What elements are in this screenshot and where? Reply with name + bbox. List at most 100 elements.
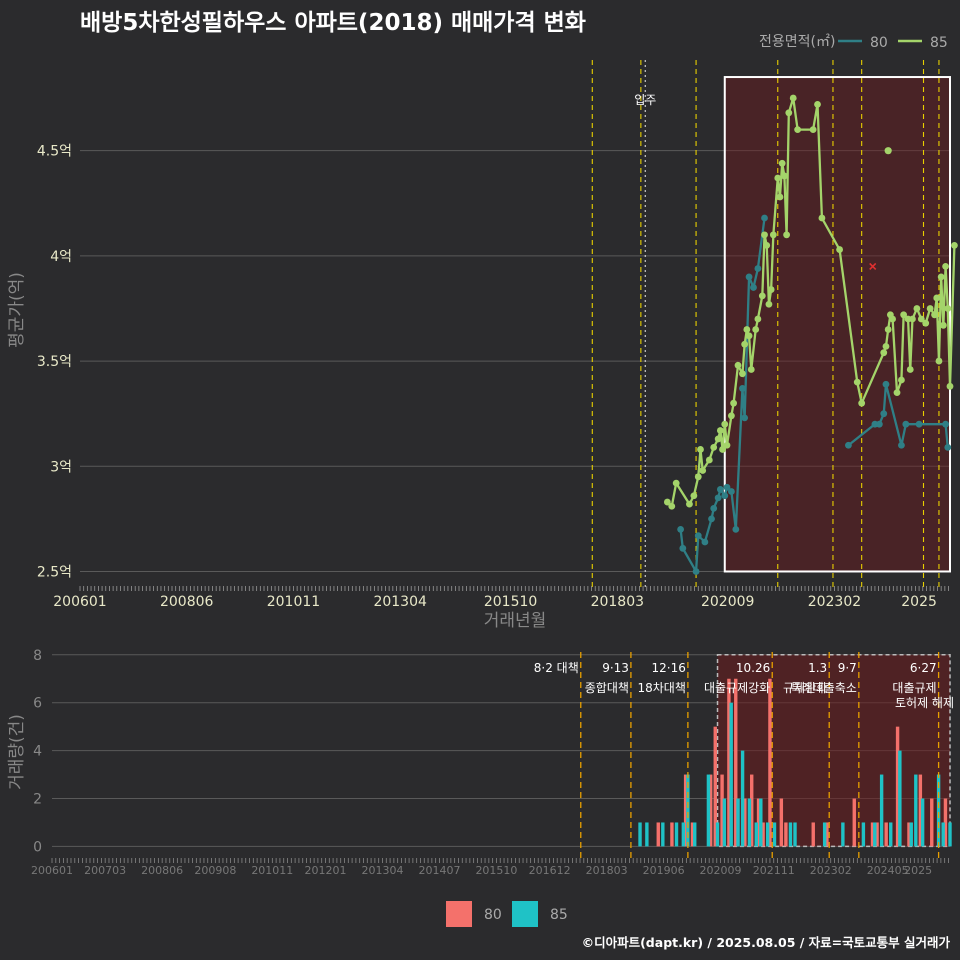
data-point-80: [882, 380, 890, 388]
volume-bar-plot: 0 2 4 6 8 8·2 대책 9·13 종합대책 12·16 18차대책 10.26 대출규제강화…: [31, 648, 954, 877]
volume-y-axis-label: 거래량(건): [7, 714, 27, 790]
volume-x-tick-label: 200601: [31, 864, 73, 877]
data-point-85: [893, 389, 901, 397]
data-point-80: [898, 441, 905, 449]
volume-bar-80: [708, 774, 713, 847]
data-point-80: [727, 488, 735, 495]
data-point-85: [719, 446, 726, 453]
volume-x-tick-label: 200806: [141, 864, 183, 877]
data-point-85: [730, 399, 738, 407]
volume-bar-80: [734, 678, 738, 847]
policy-event-label: 12·16: [652, 661, 686, 675]
volume-bar-80: [761, 822, 765, 847]
volume-bar-85: [909, 822, 913, 847]
volume-x-tick-label: 202405: [867, 864, 909, 877]
data-point-85: [774, 174, 782, 182]
y-tick-label: 4.5억: [37, 144, 72, 160]
data-point-80: [692, 568, 700, 575]
x-tick-label: 202009: [701, 594, 754, 610]
data-point-85: [906, 366, 914, 373]
data-point-85: [836, 246, 843, 253]
volume-bar-80: [825, 822, 829, 847]
data-point-85: [898, 376, 905, 384]
data-point-85: [900, 311, 908, 319]
data-point-85: [721, 420, 729, 428]
volume-bar-85: [740, 750, 745, 847]
x-tick-label: 201510: [484, 594, 537, 610]
data-point-85: [809, 126, 817, 134]
volume-x-tick-label: 2025: [904, 864, 932, 877]
data-point-85: [785, 109, 793, 117]
data-point-85: [778, 159, 786, 167]
policy-event-extra-label: 토허제 해제: [895, 696, 954, 710]
policy-event-label: 9·13: [602, 661, 629, 675]
data-point-85: [931, 311, 938, 319]
x-tick-label: 200601: [53, 594, 106, 610]
data-point-85: [752, 326, 760, 333]
data-point-85: [882, 342, 890, 350]
y-tick-label: 3억: [50, 459, 72, 475]
volume-bar-80: [918, 774, 923, 847]
data-point-80: [750, 284, 757, 291]
data-point-85: [697, 446, 704, 453]
data-point-85: [716, 427, 724, 434]
volume-bar-80: [884, 822, 888, 847]
data-point-80: [721, 492, 729, 500]
data-point-85: [710, 443, 718, 451]
volume-bar-80: [656, 822, 660, 847]
data-point-80: [694, 532, 702, 540]
volume-bar-80: [811, 822, 815, 847]
volume-bar-80: [720, 774, 724, 847]
data-point-85: [814, 100, 821, 108]
x-tick-label: 200806: [160, 594, 214, 610]
data-point-85: [776, 193, 784, 201]
data-point-80: [714, 494, 722, 502]
data-point-85: [853, 378, 861, 386]
volume-bar-80: [852, 798, 856, 847]
volume-y-tick-label: 0: [33, 839, 42, 855]
data-point-85: [944, 305, 952, 312]
volume-y-tick-label: 2: [33, 792, 42, 808]
data-point-80: [944, 443, 952, 451]
volume-bar-85: [674, 822, 679, 847]
volume-x-tick-label: 201011: [251, 864, 293, 877]
x-tick-label: 202302: [808, 594, 861, 610]
volume-bar-85: [729, 702, 733, 847]
volume-bar-85: [759, 798, 763, 847]
data-point-80: [902, 420, 910, 428]
volume-x-tick-label: 201612: [529, 864, 571, 877]
policy-event-sublabel: 규제완화: [783, 681, 827, 695]
legend-label-85: 85: [930, 35, 948, 51]
volume-bar-85: [941, 822, 945, 847]
volume-bar-80: [930, 798, 934, 847]
data-point-80: [677, 526, 685, 533]
data-point-85: [663, 498, 671, 506]
policy-event-label: 1.3: [808, 661, 827, 675]
volume-bar-80: [907, 822, 911, 847]
data-point-80: [739, 385, 746, 392]
volume-bar-80: [779, 798, 784, 847]
x-tick-label: 2025: [901, 594, 937, 610]
data-point-80: [701, 538, 709, 546]
data-point-85: [694, 473, 702, 481]
volume-bar-85: [936, 774, 941, 847]
volume-x-tick-label: 200703: [84, 864, 126, 877]
volume-bar-80: [768, 678, 772, 847]
volume-bar-85: [645, 822, 649, 847]
volume-bar-85: [898, 750, 902, 847]
y-tick-label: 4억: [50, 249, 72, 265]
volume-bar-85: [706, 774, 711, 847]
data-point-85: [699, 467, 707, 474]
data-point-85: [727, 412, 735, 420]
volume-bar-80: [750, 774, 754, 847]
data-point-80: [716, 486, 724, 493]
volume-x-tick-label: 202111: [753, 864, 795, 877]
legend-title: 전용면적(㎡): [759, 34, 835, 50]
volume-bar-85: [736, 798, 740, 847]
data-point-85: [668, 502, 676, 510]
volume-y-tick-label: 6: [33, 696, 42, 712]
top-legend: 전용면적(㎡) 80 85: [759, 34, 948, 51]
data-point-85: [739, 370, 746, 378]
data-point-85: [937, 273, 945, 281]
volume-x-tick-label: 201510: [475, 864, 517, 877]
